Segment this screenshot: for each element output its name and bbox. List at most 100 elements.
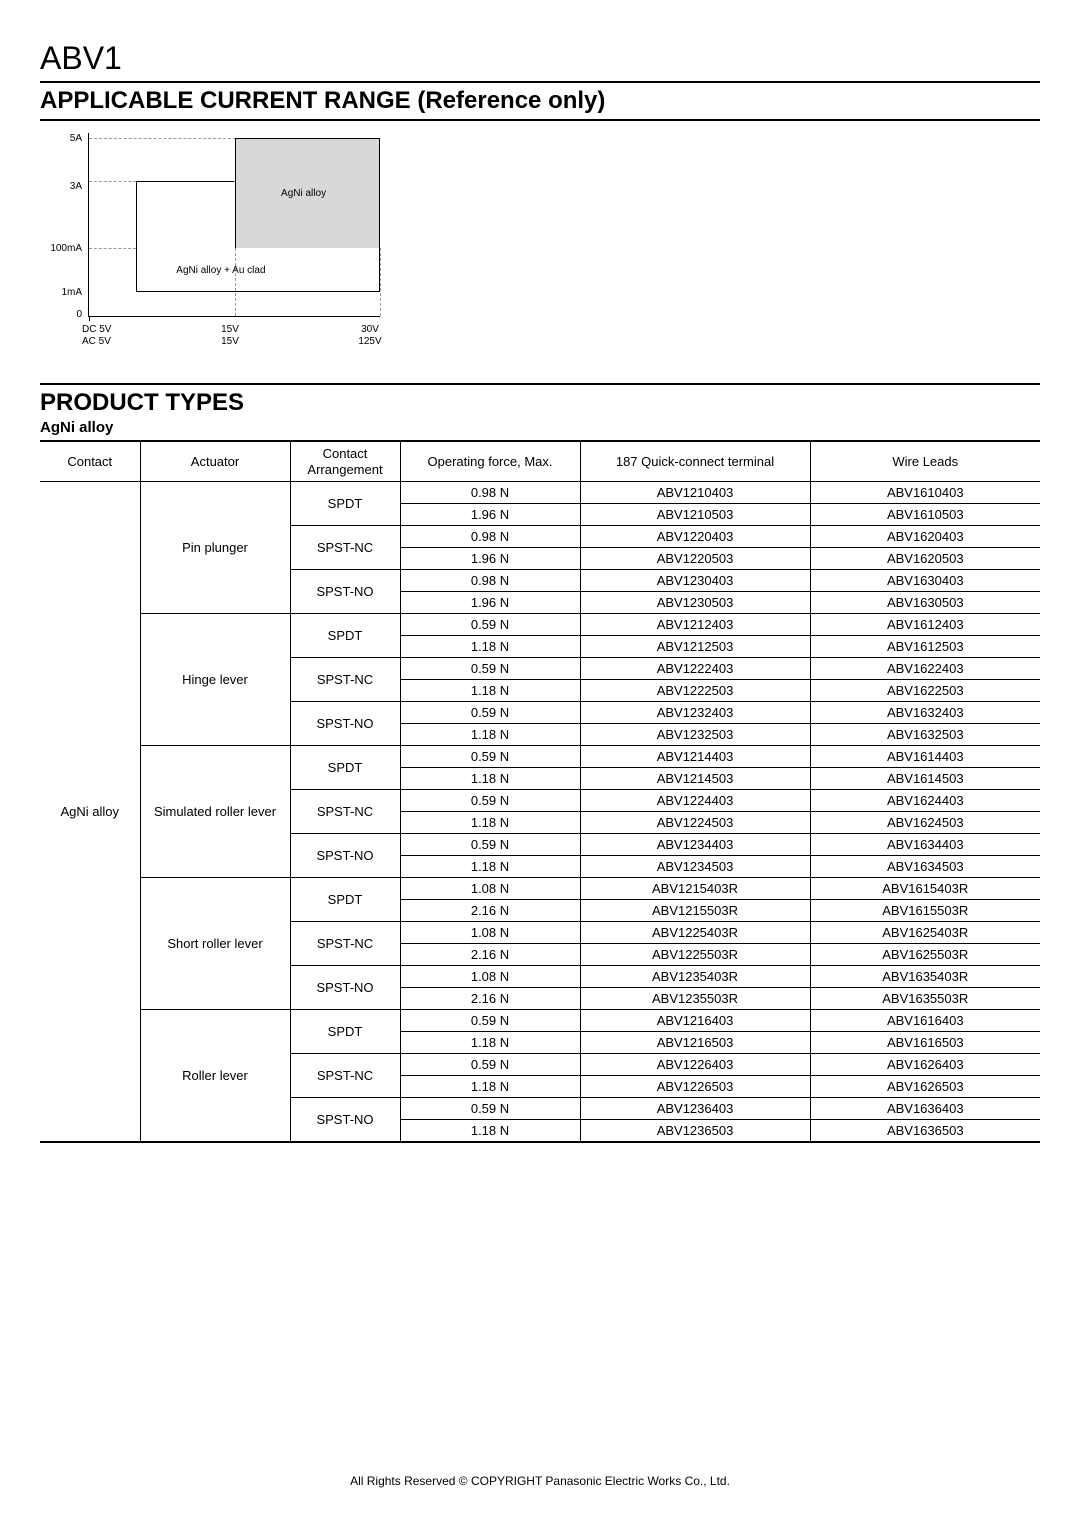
cell-qc-terminal: ABV1236403 <box>580 1098 810 1120</box>
cell-arrangement: SPDT <box>290 746 400 790</box>
cell-qc-terminal: ABV1210403 <box>580 482 810 504</box>
cell-wire-leads: ABV1620503 <box>810 548 1040 570</box>
col-arrangement: Contact Arrangement <box>290 441 400 482</box>
cell-arrangement: SPST-NC <box>290 922 400 966</box>
cell-arrangement: SPST-NO <box>290 702 400 746</box>
cell-force: 0.98 N <box>400 526 580 548</box>
footer-copyright: All Rights Reserved © COPYRIGHT Panasoni… <box>0 1474 1080 1488</box>
cell-arrangement: SPST-NC <box>290 1054 400 1098</box>
chart-xlabel: AC 5V <box>82 336 142 347</box>
chart-axes: AgNi alloy AgNi alloy + Au clad <box>88 133 380 317</box>
table-row: Simulated roller leverSPDT0.59 NABV12144… <box>40 746 1040 768</box>
cell-force: 0.59 N <box>400 702 580 724</box>
cell-arrangement: SPDT <box>290 482 400 526</box>
cell-qc-terminal: ABV1222503 <box>580 680 810 702</box>
cell-wire-leads: ABV1616503 <box>810 1032 1040 1054</box>
cell-wire-leads: ABV1626503 <box>810 1076 1040 1098</box>
cell-force: 0.59 N <box>400 1098 580 1120</box>
chart-region-label: AgNi alloy + Au clad <box>176 265 265 276</box>
cell-force: 1.08 N <box>400 878 580 900</box>
cell-force: 0.59 N <box>400 614 580 636</box>
cell-qc-terminal: ABV1226403 <box>580 1054 810 1076</box>
applicable-range-title: APPLICABLE CURRENT RANGE (Reference only… <box>40 81 1040 121</box>
cell-force: 1.18 N <box>400 1120 580 1143</box>
cell-wire-leads: ABV1632403 <box>810 702 1040 724</box>
cell-qc-terminal: ABV1236503 <box>580 1120 810 1143</box>
cell-qc-terminal: ABV1226503 <box>580 1076 810 1098</box>
cell-wire-leads: ABV1625503R <box>810 944 1040 966</box>
cell-qc-terminal: ABV1235503R <box>580 988 810 1010</box>
cell-force: 1.96 N <box>400 548 580 570</box>
cell-wire-leads: ABV1612403 <box>810 614 1040 636</box>
cell-actuator: Hinge lever <box>140 614 290 746</box>
cell-force: 1.18 N <box>400 680 580 702</box>
cell-wire-leads: ABV1624503 <box>810 812 1040 834</box>
cell-qc-terminal: ABV1215403R <box>580 878 810 900</box>
product-types-table: Contact Actuator Contact Arrangement Ope… <box>40 440 1040 1143</box>
cell-wire-leads: ABV1610503 <box>810 504 1040 526</box>
table-row: Roller leverSPDT0.59 NABV1216403ABV16164… <box>40 1010 1040 1032</box>
product-code: ABV1 <box>40 40 1040 77</box>
cell-arrangement: SPST-NC <box>290 526 400 570</box>
chart-ylabel: 5A <box>40 133 82 144</box>
table-row: AgNi alloyPin plungerSPDT0.98 NABV121040… <box>40 482 1040 504</box>
col-force: Operating force, Max. <box>400 441 580 482</box>
chart-ylabel: 0 <box>40 309 82 320</box>
cell-qc-terminal: ABV1214403 <box>580 746 810 768</box>
cell-force: 1.18 N <box>400 1076 580 1098</box>
cell-wire-leads: ABV1626403 <box>810 1054 1040 1076</box>
cell-arrangement: SPST-NO <box>290 834 400 878</box>
cell-qc-terminal: ABV1230403 <box>580 570 810 592</box>
cell-force: 1.18 N <box>400 636 580 658</box>
cell-wire-leads: ABV1615503R <box>810 900 1040 922</box>
cell-force: 1.08 N <box>400 922 580 944</box>
chart-xlabel: 15V <box>210 336 250 347</box>
cell-qc-terminal: ABV1216503 <box>580 1032 810 1054</box>
cell-qc-terminal: ABV1220403 <box>580 526 810 548</box>
cell-wire-leads: ABV1625403R <box>810 922 1040 944</box>
cell-arrangement: SPST-NO <box>290 1098 400 1143</box>
cell-qc-terminal: ABV1224403 <box>580 790 810 812</box>
cell-wire-leads: ABV1630403 <box>810 570 1040 592</box>
cell-wire-leads: ABV1622403 <box>810 658 1040 680</box>
cell-force: 1.18 N <box>400 812 580 834</box>
chart-xlabel: 125V <box>350 336 390 347</box>
cell-force: 2.16 N <box>400 900 580 922</box>
cell-wire-leads: ABV1632503 <box>810 724 1040 746</box>
cell-force: 0.59 N <box>400 1010 580 1032</box>
chart-xlabel: 30V <box>350 324 390 335</box>
cell-wire-leads: ABV1612503 <box>810 636 1040 658</box>
cell-arrangement: SPST-NC <box>290 790 400 834</box>
cell-actuator: Pin plunger <box>140 482 290 614</box>
cell-qc-terminal: ABV1230503 <box>580 592 810 614</box>
cell-qc-terminal: ABV1225403R <box>580 922 810 944</box>
cell-force: 2.16 N <box>400 944 580 966</box>
cell-actuator: Short roller lever <box>140 878 290 1010</box>
chart-ylabel: 100mA <box>40 243 82 254</box>
cell-qc-terminal: ABV1214503 <box>580 768 810 790</box>
cell-arrangement: SPST-NO <box>290 966 400 1010</box>
cell-qc-terminal: ABV1222403 <box>580 658 810 680</box>
chart-xlabel: DC 5V <box>82 324 142 335</box>
cell-qc-terminal: ABV1216403 <box>580 1010 810 1032</box>
cell-force: 0.59 N <box>400 790 580 812</box>
cell-qc-terminal: ABV1225503R <box>580 944 810 966</box>
cell-force: 2.16 N <box>400 988 580 1010</box>
cell-contact: AgNi alloy <box>40 482 140 1143</box>
chart-ylabel: 1mA <box>40 287 82 298</box>
cell-qc-terminal: ABV1212403 <box>580 614 810 636</box>
cell-wire-leads: ABV1615403R <box>810 878 1040 900</box>
chart-xlabel: 15V <box>210 324 250 335</box>
table-header-row: Contact Actuator Contact Arrangement Ope… <box>40 441 1040 482</box>
cell-qc-terminal: ABV1210503 <box>580 504 810 526</box>
cell-wire-leads: ABV1636503 <box>810 1120 1040 1143</box>
col-wire-leads: Wire Leads <box>810 441 1040 482</box>
cell-wire-leads: ABV1635403R <box>810 966 1040 988</box>
cell-qc-terminal: ABV1232403 <box>580 702 810 724</box>
cell-arrangement: SPDT <box>290 878 400 922</box>
cell-force: 0.98 N <box>400 482 580 504</box>
cell-qc-terminal: ABV1220503 <box>580 548 810 570</box>
cell-wire-leads: ABV1624403 <box>810 790 1040 812</box>
col-contact: Contact <box>40 441 140 482</box>
cell-force: 0.59 N <box>400 834 580 856</box>
